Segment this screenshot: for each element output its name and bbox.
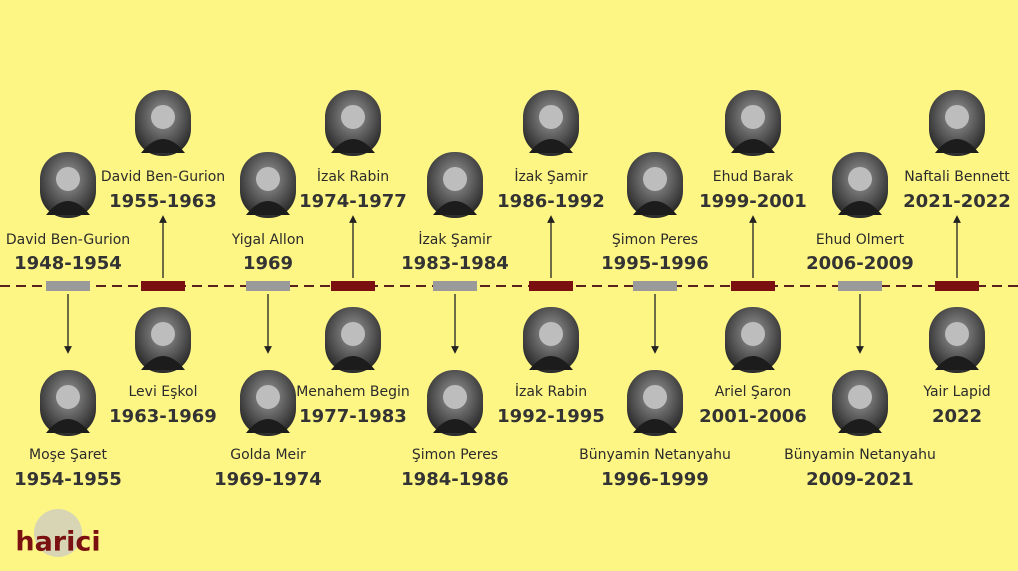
leader-term: 1963-1969 [109,406,217,427]
leader-term: 1984-1986 [401,469,509,490]
portrait-body [433,419,477,433]
leader-term: 2009-2021 [806,469,914,490]
logo-text: harici [15,527,100,558]
leader-term: 1999-2001 [699,191,807,212]
portrait-body [838,419,882,433]
leader-term: 2001-2006 [699,406,807,427]
leader-name: Bünyamin Netanyahu [579,447,731,463]
leader-term: 1948-1954 [14,253,122,274]
leader-name: İzak Rabin [515,382,587,400]
portrait-face [643,167,667,191]
portrait-face [151,322,175,346]
timeline-marker [935,281,979,291]
portrait-face [256,385,280,409]
timeline-marker [529,281,573,291]
leader-term: 1983-1984 [401,253,509,274]
portrait-face [256,167,280,191]
leader-name: Golda Meir [230,447,306,463]
portrait-face [945,322,969,346]
leader-name: Ehud Barak [713,169,794,185]
portrait-body [46,419,90,433]
timeline-marker [731,281,775,291]
timeline-marker [141,281,185,291]
leader-name: David Ben-Gurion [101,169,225,185]
portrait-body [331,356,375,370]
leader-name: Bünyamin Netanyahu [784,447,936,463]
leader-term: 1954-1955 [14,469,122,490]
leader-name: Şimon Peres [412,447,498,463]
portrait-body [529,356,573,370]
logo: harici [15,509,101,558]
leader-name: İzak Şamir [514,167,588,185]
leader-name: Naftali Bennett [904,169,1010,185]
portrait-body [141,356,185,370]
leader-term: 1955-1963 [109,191,217,212]
leader-term: 2022 [932,406,982,427]
leader-name: Şimon Peres [612,232,698,248]
leader-term: 1995-1996 [601,253,709,274]
timeline-marker [433,281,477,291]
leader-term: 1996-1999 [601,469,709,490]
portrait-face [945,105,969,129]
portrait-body [935,356,979,370]
leader-name: David Ben-Gurion [6,232,130,248]
portrait-face [56,167,80,191]
leader-term: 1969 [243,253,293,274]
portrait-body [935,139,979,153]
portrait-body [633,419,677,433]
leader-name: Yair Lapid [922,384,990,400]
timeline-marker [46,281,90,291]
portrait-face [848,385,872,409]
leader-term: 1969-1974 [214,469,322,490]
leader-term: 1977-1983 [299,406,407,427]
leader-name: Menahem Begin [296,384,410,400]
portrait-body [529,139,573,153]
leader-name: Yigal Allon [231,232,305,248]
portrait-face [741,105,765,129]
portrait-face [848,167,872,191]
portrait-body [46,201,90,215]
portrait-body [838,201,882,215]
leader-term: 1974-1977 [299,191,407,212]
portrait-face [443,167,467,191]
leader-name: Ariel Şaron [715,384,792,400]
logo-globe [34,509,82,557]
portrait-face [539,322,563,346]
portrait-face [443,385,467,409]
portrait-body [141,139,185,153]
portrait-face [643,385,667,409]
timeline-marker [838,281,882,291]
portrait-face [151,105,175,129]
portrait-body [633,201,677,215]
portrait-body [246,201,290,215]
timeline-marker [633,281,677,291]
portrait-face [341,322,365,346]
leader-term: 2006-2009 [806,253,914,274]
leader-name: Ehud Olmert [816,232,905,248]
portrait-face [56,385,80,409]
leader-name: İzak Şamir [418,230,492,248]
portrait-body [433,201,477,215]
portrait-body [331,139,375,153]
leader-term: 2021-2022 [903,191,1011,212]
timeline-marker [331,281,375,291]
leader-name: İzak Rabin [317,167,389,185]
timeline-marker [246,281,290,291]
leader-name: Moşe Şaret [29,447,108,463]
portrait-body [731,356,775,370]
leader-name: Levi Eşkol [129,384,198,400]
portrait-body [731,139,775,153]
portrait-body [246,419,290,433]
portrait-face [741,322,765,346]
leader-term: 1992-1995 [497,406,605,427]
portrait-face [539,105,563,129]
portrait-face [341,105,365,129]
leader-term: 1986-1992 [497,191,605,212]
